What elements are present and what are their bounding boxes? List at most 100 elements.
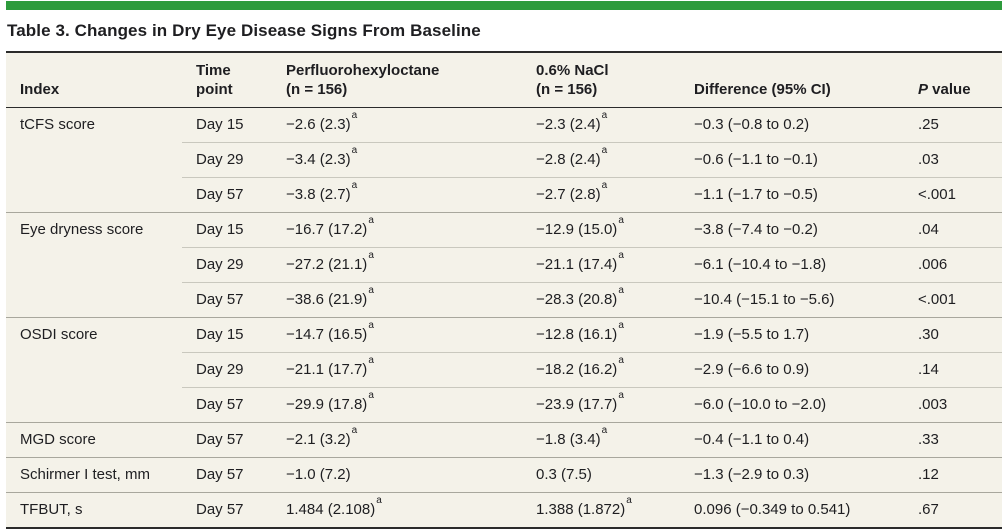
value: −38.6 (21.9) bbox=[286, 291, 368, 308]
cell-time-point: Day 15 bbox=[182, 317, 272, 353]
cell-difference: −1.1 (−1.7 to −0.5) bbox=[680, 177, 904, 213]
footnote-marker: a bbox=[626, 495, 632, 506]
cell-difference: 0.096 (−0.349 to 0.541) bbox=[680, 492, 904, 528]
cell-pfh-value: 1.484 (2.108)a bbox=[272, 492, 522, 528]
table-row: Day 29 −27.2 (21.1)a −21.1 (17.4)a −6.1 … bbox=[6, 247, 1002, 283]
cell-index bbox=[6, 178, 182, 213]
value: −27.2 (21.1) bbox=[286, 256, 368, 273]
value: −3.4 (2.3) bbox=[286, 151, 351, 168]
value: −3.8 (2.7) bbox=[286, 186, 351, 203]
cell-index bbox=[6, 248, 182, 283]
cell-index: TFBUT, s bbox=[6, 492, 182, 528]
cell-difference: −1.9 (−5.5 to 1.7) bbox=[680, 317, 904, 353]
cell-p-value: .006 bbox=[904, 247, 1002, 283]
cell-time-point: Day 57 bbox=[182, 177, 272, 213]
col-header-p-value: P value bbox=[904, 52, 1002, 108]
cell-time-point: Day 57 bbox=[182, 387, 272, 423]
cell-pfh-value: −38.6 (21.9)a bbox=[272, 282, 522, 318]
header-line: (n = 156) bbox=[536, 81, 598, 98]
cell-time-point: Day 29 bbox=[182, 142, 272, 178]
cell-p-value: .14 bbox=[904, 352, 1002, 388]
cell-nacl-value: −1.8 (3.4)a bbox=[522, 422, 680, 458]
cell-index: Eye dryness score bbox=[6, 212, 182, 248]
cell-difference: −3.8 (−7.4 to −0.2) bbox=[680, 212, 904, 248]
cell-nacl-value: −2.7 (2.8)a bbox=[522, 177, 680, 213]
cell-pfh-value: −21.1 (17.7)a bbox=[272, 352, 522, 388]
col-header-difference: Difference (95% CI) bbox=[680, 52, 904, 108]
value: −28.3 (20.8) bbox=[536, 291, 618, 308]
value: −29.9 (17.8) bbox=[286, 396, 368, 413]
header-line: point bbox=[196, 81, 233, 98]
table-row: Day 29 −21.1 (17.7)a −18.2 (16.2)a −2.9 … bbox=[6, 352, 1002, 388]
footnote-marker: a bbox=[601, 145, 608, 156]
table-row: Day 57 −38.6 (21.9)a −28.3 (20.8)a −10.4… bbox=[6, 282, 1002, 318]
cell-index bbox=[6, 143, 182, 178]
cell-index: MGD score bbox=[6, 422, 182, 458]
header-line: 0.6% NaCl bbox=[536, 62, 609, 79]
col-header-nacl: 0.6% NaCl (n = 156) bbox=[522, 52, 680, 108]
table-row: Day 57 −29.9 (17.8)a −23.9 (17.7) a −6.0 … bbox=[6, 387, 1002, 423]
value: 0.3 (7.5) bbox=[536, 466, 592, 483]
cell-pfh-value: −16.7 (17.2)a bbox=[272, 212, 522, 248]
value: −2.7 (2.8) bbox=[536, 186, 601, 203]
cell-time-point: Day 57 bbox=[182, 457, 272, 493]
footnote-marker: a bbox=[368, 320, 374, 331]
cell-pfh-value: −1.0 (7.2) bbox=[272, 457, 522, 493]
cell-nacl-value: −2.3 (2.4)a bbox=[522, 107, 680, 143]
footnote-marker: a bbox=[351, 180, 358, 191]
dry-eye-signs-table: Index Time point Perfluorohexyloctane (n =… bbox=[6, 51, 1002, 529]
cell-pfh-value: −29.9 (17.8)a bbox=[272, 387, 522, 423]
cell-pfh-value: −14.7 (16.5)a bbox=[272, 317, 522, 353]
cell-p-value: .003 bbox=[904, 387, 1002, 423]
value: −16.7 (17.2) bbox=[286, 221, 368, 238]
cell-difference: −0.3 (−0.8 to 0.2) bbox=[680, 107, 904, 143]
p-italic: P bbox=[918, 81, 929, 98]
table-row: Schirmer I test, mm Day 57 −1.0 (7.2) 0.… bbox=[6, 457, 1002, 493]
value: −1.8 (3.4) bbox=[536, 431, 601, 448]
cell-index: OSDI score bbox=[6, 317, 182, 353]
header-line: Time bbox=[196, 62, 231, 79]
footnote-marker: a bbox=[618, 215, 624, 226]
cell-p-value: <.001 bbox=[904, 282, 1002, 318]
value: −14.7 (16.5) bbox=[286, 326, 368, 343]
cell-p-value: .33 bbox=[904, 422, 1002, 458]
cell-index bbox=[6, 388, 182, 423]
footnote-marker: a bbox=[618, 320, 624, 331]
table-row: Eye dryness score Day 15 −16.7 (17.2)a −… bbox=[6, 212, 1002, 248]
footnote-marker: a bbox=[618, 250, 624, 261]
value: −21.1 (17.7) bbox=[286, 361, 368, 378]
footnote-marker: a bbox=[351, 425, 358, 436]
cell-time-point: Day 57 bbox=[182, 282, 272, 318]
footnote-marker: a bbox=[368, 390, 374, 401]
cell-p-value: .12 bbox=[904, 457, 1002, 493]
footnote-marker: a bbox=[368, 250, 374, 261]
cell-nacl-value: 0.3 (7.5) bbox=[522, 457, 680, 493]
value: −12.8 (16.1) bbox=[536, 326, 618, 343]
cell-nacl-value: −2.8 (2.4)a bbox=[522, 142, 680, 178]
value: −23.9 (17.7) bbox=[536, 396, 618, 413]
footnote-marker: a bbox=[376, 495, 382, 506]
cell-nacl-value: −12.9 (15.0)a bbox=[522, 212, 680, 248]
p-rest: value bbox=[928, 81, 971, 98]
value: −12.9 (15.0) bbox=[536, 221, 618, 238]
table-row: tCFS score Day 15 −2.6 (2.3)a −2.3 (2.4)… bbox=[6, 107, 1002, 143]
footnote-marker: a bbox=[351, 110, 358, 121]
table-row: Day 29 −3.4 (2.3)a −2.8 (2.4)a −0.6 (−1.… bbox=[6, 142, 1002, 178]
cell-p-value: .25 bbox=[904, 107, 1002, 143]
value: −2.6 (2.3) bbox=[286, 116, 351, 133]
table-row: OSDI score Day 15 −14.7 (16.5)a −12.8 (1… bbox=[6, 317, 1002, 353]
col-header-perfluorohexyloctane: Perfluorohexyloctane (n = 156) bbox=[272, 52, 522, 108]
table-row: TFBUT, s Day 57 1.484 (2.108)a 1.388 (1.… bbox=[6, 492, 1002, 528]
cell-index bbox=[6, 283, 182, 318]
value: 1.388 (1.872) bbox=[536, 501, 626, 518]
cell-pfh-value: −2.6 (2.3)a bbox=[272, 107, 522, 143]
footnote-marker: a bbox=[618, 285, 624, 296]
footnote-marker: a bbox=[351, 145, 358, 156]
cell-nacl-value: −18.2 (16.2)a bbox=[522, 352, 680, 388]
cell-difference: −6.0 (−10.0 to −2.0) bbox=[680, 387, 904, 423]
cell-p-value: <.001 bbox=[904, 177, 1002, 213]
cell-p-value: .03 bbox=[904, 142, 1002, 178]
cell-time-point: Day 15 bbox=[182, 107, 272, 143]
value: −2.8 (2.4) bbox=[536, 151, 601, 168]
cell-nacl-value: 1.388 (1.872)a bbox=[522, 492, 680, 528]
